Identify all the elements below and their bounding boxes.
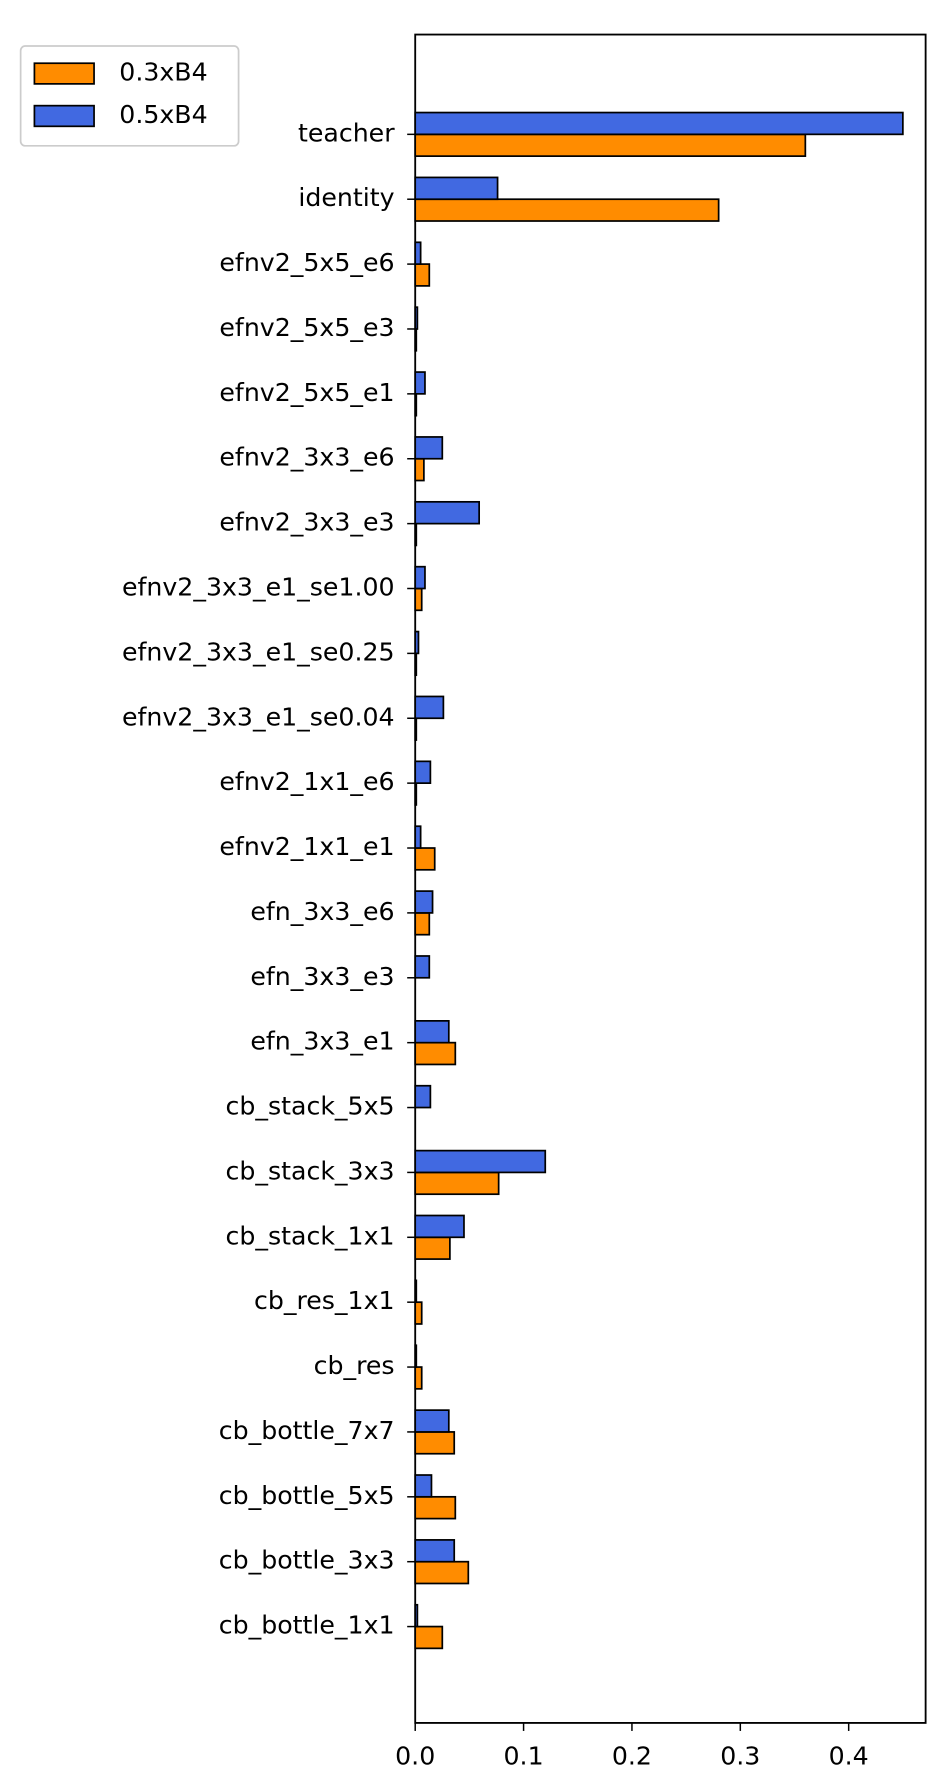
bar: [414, 782, 418, 806]
legend-swatch: [33, 104, 95, 128]
y-tick-label: efnv2_3x3_e6: [219, 443, 394, 472]
y-tick-label: teacher: [298, 118, 395, 147]
bar: [414, 1149, 547, 1174]
bar: [414, 695, 445, 720]
bar: [414, 565, 426, 590]
bar: [414, 392, 418, 417]
bar: [414, 436, 444, 460]
y-tick-label: efnv2_5x5_e1: [219, 378, 394, 407]
y-tick-label: efnv2_3x3_e3: [219, 508, 394, 537]
bar: [414, 955, 431, 979]
y-tick-label: cb_stack_3x3: [226, 1156, 395, 1185]
y-tick-label: efnv2_5x5_e6: [219, 248, 394, 277]
bar: [414, 1214, 465, 1239]
bar: [414, 1431, 456, 1455]
y-tick-label: cb_bottle_1x1: [219, 1611, 395, 1640]
x-tick-label: 0.4: [829, 1741, 869, 1770]
y-tick-label: efnv2_5x5_e3: [219, 313, 394, 342]
y-tick-label: efnv2_1x1_e1: [219, 832, 394, 861]
bar: [414, 1409, 450, 1433]
y-tick-label: cb_bottle_3x3: [219, 1546, 395, 1575]
y-tick-label: efnv2_3x3_e1_se0.25: [122, 637, 395, 666]
y-tick-label: efn_3x3_e6: [250, 897, 394, 926]
y-tick-label: cb_bottle_5x5: [219, 1481, 395, 1510]
x-tick-label: 0.3: [720, 1741, 760, 1770]
bar: [414, 587, 423, 612]
bar: [414, 1084, 432, 1109]
y-tick-label: identity: [298, 183, 394, 212]
y-tick-label: cb_stack_5x5: [226, 1092, 395, 1121]
bar: [414, 630, 420, 655]
bar: [414, 1279, 418, 1304]
bar: [414, 1625, 444, 1650]
y-tick-label: efnv2_1x1_e6: [219, 767, 394, 796]
bar: [414, 825, 422, 849]
bar: [414, 522, 418, 547]
y-tick-label: efn_3x3_e1: [250, 1027, 394, 1056]
bar: [414, 1041, 457, 1066]
bar: [414, 198, 720, 222]
x-tick-label: 0.2: [612, 1741, 652, 1770]
bar: [414, 1603, 419, 1628]
y-tick-label: efnv2_3x3_e1_se1.00: [122, 572, 395, 601]
bar: [414, 890, 434, 914]
bar: [414, 1344, 418, 1368]
bar: [414, 1539, 456, 1563]
plot-frame: [414, 33, 927, 1724]
bar: [414, 1020, 450, 1044]
y-tick-label: efnv2_3x3_e1_se0.04: [122, 702, 395, 731]
bar: [414, 1560, 470, 1585]
bar: [414, 1236, 451, 1260]
bar: [414, 241, 422, 265]
y-tick-label: cb_res: [314, 1351, 395, 1380]
x-tick-label: 0.1: [504, 1741, 544, 1770]
bar: [414, 306, 419, 330]
bar: [414, 371, 426, 395]
bar: [414, 912, 431, 936]
y-tick-label: cb_bottle_7x7: [219, 1416, 395, 1445]
legend-swatch: [33, 62, 95, 85]
bar: [414, 717, 418, 741]
bar: [414, 500, 481, 525]
bar: [414, 760, 432, 784]
bar: [414, 457, 425, 482]
bar: [414, 652, 418, 677]
bar: [414, 847, 436, 871]
legend-label: 0.3xB4: [119, 58, 207, 87]
y-tick-label: efn_3x3_e3: [250, 962, 394, 991]
bar: [414, 1366, 423, 1390]
bar: [414, 1301, 423, 1325]
bar: [414, 176, 499, 201]
bar: [414, 263, 431, 287]
y-tick-label: cb_stack_1x1: [226, 1221, 395, 1250]
bar: [414, 1474, 433, 1498]
bar: [414, 133, 807, 157]
legend-label: 0.5xB4: [119, 100, 207, 129]
bar: [414, 328, 418, 352]
x-tick-label: 0.0: [395, 1741, 435, 1770]
bar: [414, 1495, 457, 1520]
bar: [414, 111, 904, 136]
bar: [414, 1171, 500, 1196]
y-tick-label: cb_res_1x1: [254, 1286, 395, 1315]
